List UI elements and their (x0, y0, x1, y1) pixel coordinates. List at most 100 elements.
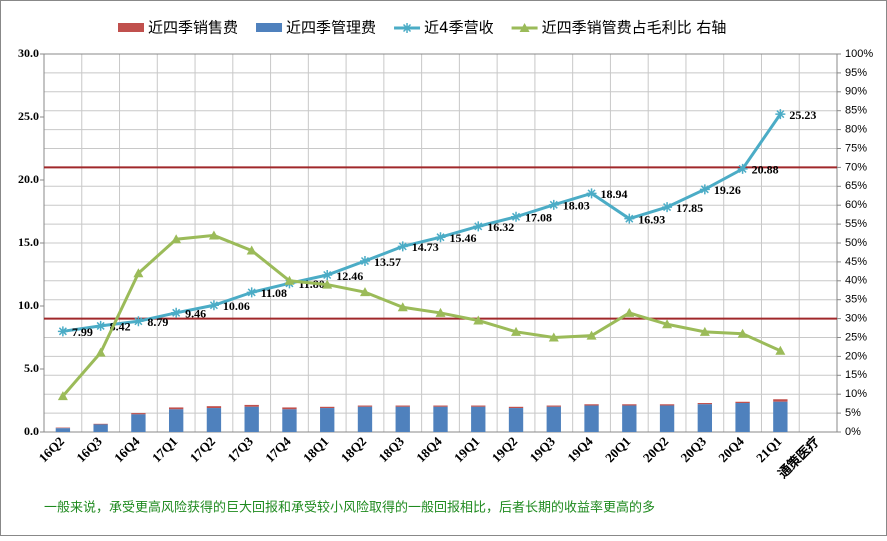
bar (93, 424, 108, 432)
y2-tick-label: 0% (845, 426, 861, 438)
bar (244, 406, 259, 432)
bar (244, 404, 259, 407)
legend-item: 近4季营收 (394, 19, 494, 37)
data-label: 13.57 (374, 255, 401, 269)
point-marker (95, 347, 106, 357)
y2-tick-label: 40% (845, 275, 867, 287)
point-marker (775, 345, 786, 355)
y2-tick-label: 10% (845, 388, 867, 400)
point-marker (171, 234, 182, 244)
bar (508, 408, 524, 432)
bar (395, 406, 410, 432)
bar (282, 407, 297, 410)
y-tick-label: 10.0 (18, 298, 39, 312)
y2-tick-label: 70% (845, 161, 867, 173)
bar (395, 405, 410, 407)
point-marker (548, 199, 559, 210)
bar (622, 404, 637, 406)
y-tick-label: 25.0 (18, 109, 39, 123)
point-marker (171, 307, 182, 318)
y-tick-label: 0.0 (24, 424, 39, 438)
y2-tick-label: 30% (845, 313, 867, 325)
legend-label: 近4季营收 (424, 19, 494, 37)
data-label: 18.94 (601, 187, 628, 201)
data-label: 16.93 (638, 212, 665, 226)
legend-marker (402, 23, 413, 33)
point-marker (133, 316, 144, 327)
bar (55, 428, 71, 432)
point-marker (359, 287, 370, 297)
bar (55, 427, 71, 429)
point-marker (435, 232, 446, 243)
bar (659, 404, 675, 406)
point-marker (397, 241, 408, 252)
y2-tick-label: 35% (845, 294, 867, 306)
y2-tick-label: 50% (845, 237, 867, 249)
bar (206, 408, 222, 432)
bar (131, 414, 146, 432)
data-label: 17.08 (525, 211, 552, 225)
point-marker (624, 213, 635, 224)
data-label: 18.03 (563, 199, 590, 213)
point-marker (662, 319, 673, 329)
bar (584, 404, 599, 406)
point-marker (473, 221, 484, 232)
bar (433, 406, 448, 432)
point-marker (397, 302, 408, 312)
y2-tick-label: 60% (845, 199, 867, 211)
line-series (62, 113, 782, 333)
data-label: 9.46 (185, 307, 206, 321)
data-label: 17.85 (676, 201, 703, 215)
point-marker (284, 275, 295, 285)
y2-tick-label: 65% (845, 180, 867, 192)
bar (471, 405, 486, 407)
point-marker (737, 328, 748, 338)
y-tick-label: 20.0 (18, 172, 39, 186)
y2-tick-label: 55% (845, 218, 867, 230)
bar (471, 406, 486, 432)
point-marker (511, 326, 522, 336)
bar (282, 409, 297, 432)
bar (357, 406, 373, 432)
bar (546, 406, 561, 432)
bar (773, 399, 788, 402)
bar (622, 405, 637, 432)
y2-tick-label: 5% (845, 407, 861, 419)
point-marker (435, 307, 446, 317)
y2-tick-label: 90% (845, 86, 867, 98)
point-marker (246, 245, 257, 255)
y2-tick-label: 80% (845, 124, 867, 136)
annotation: 一般来说，承受更高风险获得的巨大回报和承受较小风险取得的一般回报相比，后者长期的… (44, 500, 655, 516)
legend-item: 近四季管理费 (256, 19, 376, 37)
y2-tick-label: 25% (845, 331, 867, 343)
y2-tick-label: 20% (845, 350, 867, 362)
y2-tick-label: 15% (845, 369, 867, 381)
point-marker (57, 391, 68, 401)
point-marker (737, 163, 748, 174)
data-label: 7.99 (72, 325, 93, 339)
point-marker (133, 268, 144, 278)
data-label: 19.26 (714, 183, 741, 197)
y2-tick-label: 75% (845, 142, 867, 154)
point-marker (246, 287, 257, 298)
bar (357, 405, 373, 407)
data-label: 15.46 (450, 231, 477, 245)
point-marker (662, 202, 673, 213)
point-marker (511, 211, 522, 222)
legend-label: 近四季销售费 (148, 19, 238, 37)
y-tick-label: 15.0 (18, 235, 39, 249)
point-marker (548, 332, 559, 342)
bar (697, 403, 713, 405)
bar (320, 408, 335, 432)
y2-tick-label: 45% (845, 256, 867, 268)
point-marker (586, 330, 597, 340)
y-tick-label: 5.0 (24, 361, 39, 375)
point-marker (775, 109, 786, 120)
bar (206, 406, 222, 409)
data-label: 8.79 (147, 315, 168, 329)
y2-tick-label: 85% (845, 105, 867, 117)
bar (320, 406, 335, 409)
bar (168, 407, 184, 410)
bar (659, 405, 675, 432)
